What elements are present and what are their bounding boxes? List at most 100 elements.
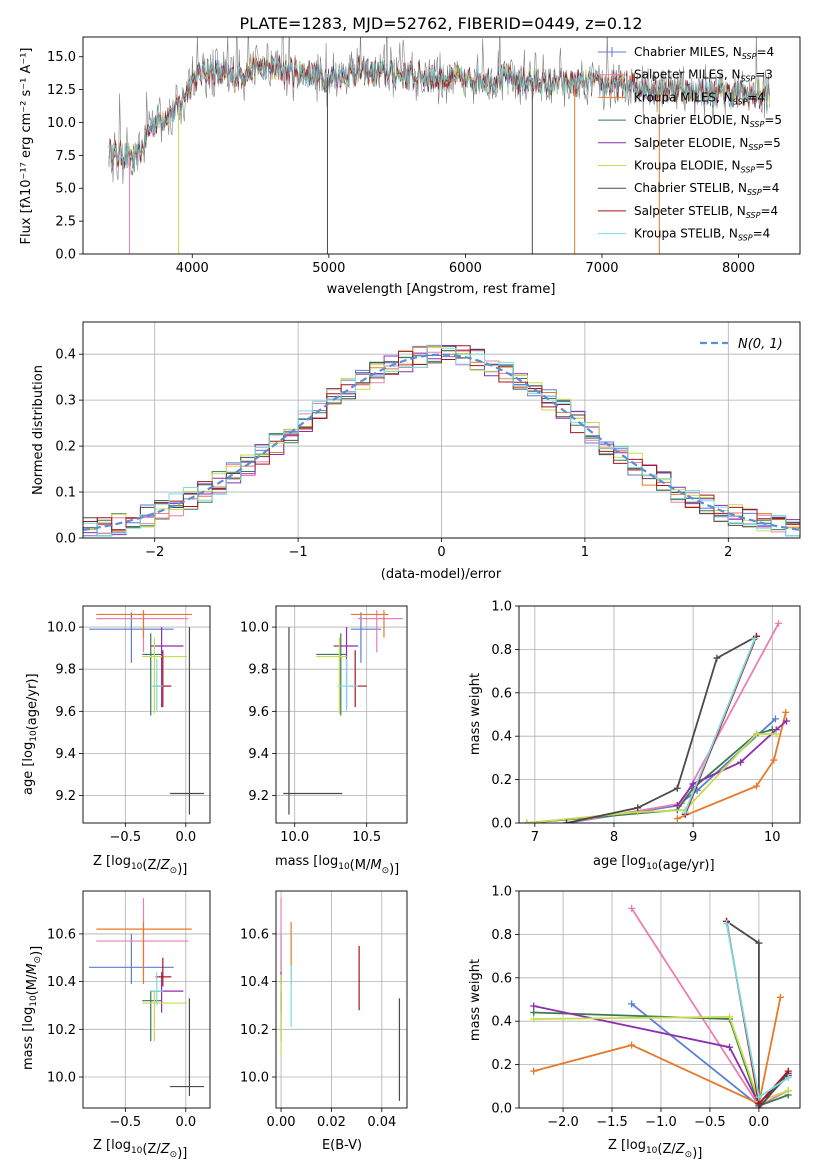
x-tick-label: −2 [145,545,164,560]
x-tick-label: 1 [581,545,589,560]
label-part: Z [ [608,1138,626,1153]
line-marker [628,1000,636,1008]
legend-entry: Chabrier MILES, NSSP=4 [634,45,774,61]
y-axis-label: Normed distribution [31,365,46,495]
label-part: (Z/ [142,1142,161,1157]
plot-area [530,904,792,1108]
y-tick-label: 0.0 [55,248,76,263]
y-tick-label: 0.8 [491,928,512,943]
y-tick-label: 10.2 [47,1023,76,1038]
line-kroupa-miles [533,997,782,1105]
label-sub: ⊙ [382,866,390,876]
label-part: Z [160,1142,171,1157]
label-part: (age/yr)] [658,858,715,873]
line-marker [751,635,759,643]
label-part: mass [ [275,854,318,869]
y-tick-label: 0.2 [55,440,76,455]
label-part: log [111,854,131,869]
label-part: Z [675,1142,686,1157]
plot-area [283,610,403,815]
line-marker [523,819,531,823]
y-tick-label: 10.4 [47,975,76,990]
line-marker [530,1067,538,1075]
plot-area [108,37,770,254]
legend-sub: SSP [750,120,765,129]
legend-text: Chabrier ELODIE, N [634,113,750,127]
line-marker [775,619,783,627]
line-marker [628,904,636,912]
y-tick-label: 15.0 [47,50,76,65]
y-tick-label: 9.4 [248,747,269,762]
x-tick-label: 0.00 [267,1115,296,1130]
axes-frame [275,605,408,824]
y-tick-label: 0.4 [55,348,76,363]
y-tick-label: 10.6 [240,927,269,942]
axis-label: age [log10(age/yr)] [593,854,715,873]
label-part: )] [29,946,44,956]
line-marker [784,1087,792,1095]
legend-sub: SSP [747,188,762,197]
line-marker [726,1013,734,1021]
label-part: log [21,742,36,762]
legend-text: =4 [753,227,771,241]
x-tick-label: −0.5 [694,1115,726,1130]
axis-label: Z [log10(Z/Z⊙)] [608,1138,702,1161]
legend-sub: SSP [746,211,761,220]
legend-entry: Kroupa STELIB, NSSP=4 [634,227,770,243]
y-axis-label: mass weight [468,959,483,1041]
line-marker [737,758,745,766]
y-tick-label: 0.0 [55,532,76,547]
y-tick-label: 0.0 [491,817,512,832]
axes-weight_vs_Z: −2.0 −1.5 −1.0 −0.5 0.0 0.0 0.2 0.4 0.6 0.8 1.0 [491,885,801,1130]
x-tick-label: 0.02 [317,1115,346,1130]
legend-text: Chabrier STELIB, N [634,181,747,195]
y-tick-label: 10.0 [240,1071,269,1086]
legend-entry: Chabrier STELIB, NSSP=4 [634,181,779,197]
line-chabrier-stelib [566,635,757,823]
x-tick-label: 7000 [585,261,618,276]
y-tick-label: 9.8 [55,663,76,678]
line-marker [723,920,731,928]
line-marker [530,1015,538,1023]
label-part: )] [177,1146,187,1161]
legend-text: =5 [755,159,773,173]
line-marker [783,717,791,725]
label-part: )] [177,862,187,877]
line-marker [784,1067,792,1075]
label-part: (Z/ [142,858,161,873]
line-marker [713,654,721,662]
label-part: mass [ [21,1027,36,1070]
x-tick-label: 8000 [722,261,755,276]
y-tick-label: 9.4 [55,747,76,762]
y-tick-label: 0.1 [55,486,76,501]
legend-text: =5 [763,136,781,150]
y-tick-label: 12.5 [47,83,76,98]
y-tick-label: 0.6 [491,686,512,701]
y-tick-label: 9.6 [248,705,269,720]
label-part: (age/yr)] [25,673,40,730]
y-tick-label: 7.5 [55,149,76,164]
line-marker [772,730,780,738]
line-kroupa-stelib [684,638,756,813]
line-marker [755,1093,763,1101]
x-tick-label: 7 [531,830,539,845]
line-marker [673,815,681,823]
label-part: log [21,1007,36,1027]
axis-label: mass [log10(M/M⊙)] [275,854,399,877]
legend-sub: SSP [742,52,757,61]
axes-age_vs_mass: 10.0 10.5 9.2 9.4 9.6 9.8 10.0 [240,605,408,845]
legend-text: Kroupa ELODIE, N [634,159,741,173]
y-tick-label: 2.5 [55,215,76,230]
x-tick-label: 2 [724,545,732,560]
legend-entry: Kroupa MILES, NSSP=4 [634,90,765,106]
axes-frame [518,890,801,1109]
legend-text: =4 [760,204,778,218]
axes-mass_vs_Z: −0.5 0.0 10.0 10.2 10.4 10.6 [47,890,211,1130]
axes-frame [82,321,801,539]
label-part: (M/ [350,858,371,873]
x-tick-label: 0.0 [175,1115,196,1130]
legend-sub: SSP [741,166,756,175]
label-part: M [370,858,381,873]
legend-text: =4 [762,181,780,195]
